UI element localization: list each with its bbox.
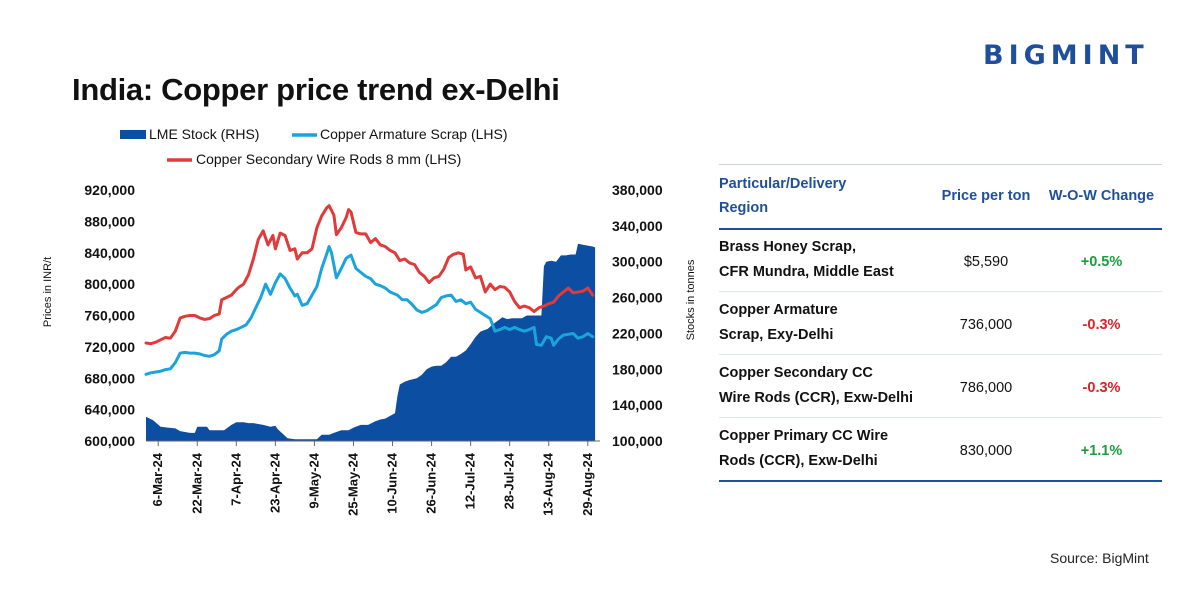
y-tick-label-left: 840,000 bbox=[84, 245, 135, 261]
x-tick-label: 25-May-24 bbox=[345, 452, 360, 516]
cell-change-value: +0.5% bbox=[1080, 254, 1123, 271]
cell-change-value: -0.3% bbox=[1082, 380, 1121, 396]
y-tick-label-left: 680,000 bbox=[84, 370, 135, 386]
y-axis-right-ticks: 100,000 140,000 180,000 220,000 260,000 300,0… bbox=[612, 182, 663, 449]
x-tick-label: 9-May-24 bbox=[306, 452, 321, 508]
cell-change: +1.1% bbox=[1041, 418, 1162, 481]
x-tick-label: 26-Jun-24 bbox=[424, 452, 439, 513]
cell-price: 830,000 bbox=[931, 418, 1041, 481]
x-tick-label: 22-Mar-24 bbox=[189, 452, 204, 513]
chart-legend: LME Stock (RHS) Copper Armature Scrap (L… bbox=[120, 126, 508, 167]
cell-change: -0.3% bbox=[1041, 292, 1162, 355]
y-tick-label-left: 760,000 bbox=[84, 308, 135, 324]
cell-change-value: +1.1% bbox=[1080, 442, 1123, 459]
price-table: Particular/Delivery Region Price per ton … bbox=[719, 164, 1162, 482]
y-tick-label-right: 100,000 bbox=[612, 433, 663, 449]
cell-particular: Copper Primary CC Wire Rods (CCR), Exw-De… bbox=[719, 427, 889, 469]
y-axis-label-left: Prices in INR/t bbox=[42, 257, 54, 327]
x-tick-label: 23-Apr-24 bbox=[267, 452, 282, 513]
cell-change: +0.5% bbox=[1041, 229, 1162, 292]
table-row: Copper Armature Scrap, Exy-Delhi 736,000 … bbox=[719, 292, 1162, 355]
y-axis-label-right: Stocks in tonnes bbox=[685, 259, 697, 340]
x-tick-label: 29-Aug-24 bbox=[580, 452, 595, 516]
header-price: Price per ton bbox=[941, 188, 1031, 205]
table-row: Copper Secondary CC Wire Rods (CCR), Exw-… bbox=[719, 355, 1162, 418]
y-axis-left-ticks: 600,000 640,000 680,000 720,000 760,000 800,0… bbox=[84, 182, 135, 449]
table-row: Copper Primary CC Wire Rods (CCR), Exw-De… bbox=[719, 418, 1162, 481]
brand-logo: BIGMINT bbox=[983, 40, 1149, 71]
series-area-lme-stock bbox=[146, 243, 596, 441]
y-tick-label-left: 600,000 bbox=[84, 433, 135, 449]
series-line-armature-scrap bbox=[144, 245, 595, 376]
y-tick-label-left: 800,000 bbox=[84, 276, 135, 292]
x-tick-label: 6-Mar-24 bbox=[150, 452, 165, 506]
y-tick-label-right: 300,000 bbox=[612, 254, 663, 270]
cell-price-value: 786,000 bbox=[959, 380, 1013, 396]
x-tick-label: 28-Jul-24 bbox=[502, 452, 517, 509]
legend-swatch-lme-stock bbox=[120, 130, 146, 139]
cell-price: 736,000 bbox=[931, 292, 1041, 355]
cell-price-value: $5,590 bbox=[963, 254, 1009, 271]
header-change: W-O-W Change bbox=[1048, 188, 1155, 205]
legend-label-armature-scrap: Copper Armature Scrap (LHS) bbox=[320, 126, 508, 142]
x-axis-ticks: 6-Mar-24 22-Mar-24 7-Apr-24 23-Apr-24 9-May-… bbox=[150, 441, 595, 516]
y-tick-label-right: 260,000 bbox=[612, 290, 663, 306]
table-row: Brass Honey Scrap, CFR Mundra, Middle Eas… bbox=[719, 229, 1162, 292]
x-tick-label: 13-Aug-24 bbox=[541, 452, 556, 516]
cell-particular: Brass Honey Scrap, CFR Mundra, Middle Eas… bbox=[719, 239, 894, 281]
y-tick-label-left: 640,000 bbox=[84, 402, 135, 418]
series-line-wire-rods bbox=[144, 204, 595, 346]
price-table-header: Particular/Delivery Region Price per ton … bbox=[719, 164, 1162, 229]
legend-label-wire-rods: Copper Secondary Wire Rods 8 mm (LHS) bbox=[196, 151, 461, 167]
y-tick-label-right: 220,000 bbox=[612, 325, 663, 341]
cell-change: -0.3% bbox=[1041, 355, 1162, 418]
plot-area bbox=[144, 204, 596, 441]
cell-price-value: 736,000 bbox=[959, 317, 1013, 333]
x-tick-label: 10-Jun-24 bbox=[385, 452, 400, 513]
header-particular: Particular/Delivery Region bbox=[719, 176, 847, 217]
x-tick-label: 7-Apr-24 bbox=[228, 452, 243, 506]
cell-particular: Copper Armature Scrap, Exy-Delhi bbox=[719, 302, 838, 343]
cell-price-value: 830,000 bbox=[959, 442, 1013, 459]
y-tick-label-right: 140,000 bbox=[612, 397, 663, 413]
cell-change-value: -0.3% bbox=[1082, 317, 1121, 333]
x-tick-label: 12-Jul-24 bbox=[463, 452, 478, 509]
source-note: Source: BigMint bbox=[1050, 550, 1149, 566]
chart-title: India: Copper price trend ex-Delhi bbox=[72, 72, 560, 107]
cell-price: 786,000 bbox=[931, 355, 1041, 418]
y-tick-label-right: 340,000 bbox=[612, 218, 663, 234]
legend-label-lme-stock: LME Stock (RHS) bbox=[149, 126, 259, 142]
y-tick-label-left: 720,000 bbox=[84, 339, 135, 355]
cell-particular: Copper Secondary CC Wire Rods (CCR), Exw-… bbox=[719, 365, 914, 406]
y-tick-label-right: 380,000 bbox=[612, 182, 663, 198]
y-tick-label-left: 920,000 bbox=[84, 182, 135, 198]
price-trend-chart: LME Stock (RHS) Copper Armature Scrap (L… bbox=[42, 126, 697, 516]
cell-price: $5,590 bbox=[931, 229, 1041, 292]
y-tick-label-left: 880,000 bbox=[84, 213, 135, 229]
y-tick-label-right: 180,000 bbox=[612, 361, 663, 377]
